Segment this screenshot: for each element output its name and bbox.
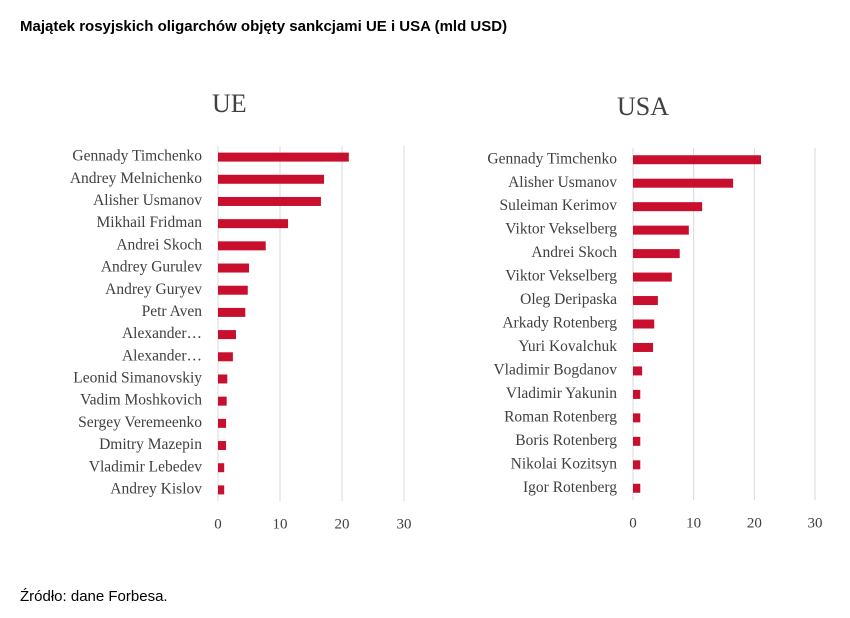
y-tick-label: Alexander… — [122, 347, 202, 364]
y-tick-label: Andrey Gurulev — [101, 259, 202, 276]
bar — [218, 307, 246, 317]
y-tick-label: Vladimir Yakunin — [506, 385, 617, 402]
y-tick-label: Sergey Veremeenko — [78, 414, 202, 431]
bar — [633, 296, 658, 306]
y-tick-label: Andrei Skoch — [531, 244, 617, 261]
y-tick-label: Andrey Kislov — [110, 480, 202, 497]
y-tick-label: Petr Aven — [142, 303, 203, 320]
bar — [218, 463, 225, 473]
bar — [633, 249, 680, 259]
x-tick-label: 20 — [747, 515, 762, 531]
y-tick-label: Andrey Melnichenko — [70, 170, 202, 187]
bar — [633, 413, 641, 423]
bar — [218, 374, 228, 384]
bar — [218, 241, 266, 251]
bar — [633, 460, 641, 470]
bar — [633, 155, 762, 165]
y-tick-label: Arkady Rotenberg — [502, 315, 617, 332]
y-tick-label: Andrei Skoch — [116, 236, 202, 253]
x-tick-label: 10 — [273, 516, 288, 532]
bar — [218, 485, 225, 495]
y-tick-label: Nikolai Kozitsyn — [511, 455, 618, 472]
y-tick-label: Roman Rotenberg — [504, 408, 617, 425]
chart-title: Majątek rosyjskich oligarchów objęty san… — [20, 18, 507, 35]
y-tick-label: Oleg Deripaska — [520, 291, 617, 308]
bar — [218, 263, 249, 273]
x-tick-label: 30 — [808, 515, 823, 531]
y-tick-label: Gennady Timchenko — [72, 148, 202, 165]
x-tick-label: 10 — [686, 515, 701, 531]
y-tick-label: Yuri Kovalchuk — [518, 338, 617, 355]
bar — [218, 418, 227, 428]
bar — [633, 178, 734, 188]
bar — [218, 174, 325, 184]
y-tick-label: Vladimir Lebedev — [89, 458, 202, 475]
bar — [218, 396, 227, 406]
y-tick-label: Viktor Vekselberg — [505, 268, 617, 285]
y-tick-label: Gennady Timchenko — [487, 150, 617, 167]
y-tick-label: Leonid Simanovskiy — [73, 370, 202, 387]
bar — [633, 483, 641, 493]
panel-title: UE — [212, 89, 247, 118]
bar — [633, 436, 641, 446]
bar — [633, 389, 641, 399]
y-tick-label: Mikhail Fridman — [97, 214, 203, 231]
bar — [218, 352, 233, 362]
bar — [218, 219, 289, 229]
bar — [633, 319, 655, 329]
bar — [218, 441, 227, 451]
y-tick-label: Vladimir Bogdanov — [493, 361, 617, 378]
bar — [218, 330, 236, 340]
y-tick-label: Alisher Usmanov — [508, 174, 617, 191]
y-tick-label: Andrey Guryev — [105, 281, 202, 298]
bar — [218, 285, 248, 295]
panel-title: USA — [617, 92, 669, 121]
bar — [218, 152, 349, 162]
y-tick-label: Igor Rotenberg — [523, 479, 617, 496]
y-tick-label: Viktor Vekselberg — [505, 221, 617, 238]
y-tick-label: Suleiman Kerimov — [499, 197, 617, 214]
y-tick-label: Boris Rotenberg — [515, 432, 617, 449]
bar — [218, 196, 321, 206]
y-tick-label: Dmitry Mazepin — [99, 436, 202, 453]
x-tick-label: 20 — [335, 516, 350, 532]
bar — [633, 342, 654, 352]
y-tick-label: Vadim Moshkovich — [80, 392, 202, 409]
x-tick-label: 0 — [629, 515, 637, 531]
source-note: Źródło: dane Forbesa. — [20, 588, 168, 605]
x-tick-label: 30 — [397, 516, 412, 532]
bar — [633, 202, 703, 212]
bar — [633, 225, 689, 235]
x-tick-label: 0 — [214, 516, 222, 532]
y-tick-label: Alexander… — [122, 325, 202, 342]
bar — [633, 272, 672, 282]
bar — [633, 366, 643, 376]
y-tick-label: Alisher Usmanov — [93, 192, 202, 209]
